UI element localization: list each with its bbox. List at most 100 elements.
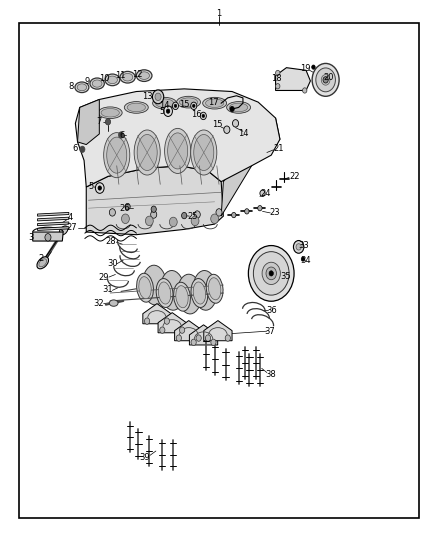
Circle shape — [224, 126, 230, 133]
Ellipse shape — [137, 273, 153, 302]
Text: 37: 37 — [265, 327, 276, 336]
Ellipse shape — [92, 80, 102, 87]
Text: 15: 15 — [212, 120, 223, 130]
Text: 19: 19 — [300, 64, 311, 72]
Circle shape — [98, 186, 102, 190]
Ellipse shape — [173, 282, 191, 311]
Text: 2: 2 — [39, 254, 44, 263]
Circle shape — [170, 217, 177, 227]
Ellipse shape — [226, 102, 251, 114]
Text: 27: 27 — [67, 223, 77, 232]
Circle shape — [303, 88, 307, 93]
Circle shape — [145, 318, 150, 324]
Polygon shape — [75, 89, 280, 187]
Circle shape — [106, 118, 111, 125]
Circle shape — [191, 102, 197, 110]
Text: 22: 22 — [289, 172, 300, 181]
Polygon shape — [38, 222, 69, 225]
Ellipse shape — [127, 103, 145, 112]
Circle shape — [245, 209, 249, 214]
Text: 24: 24 — [260, 189, 271, 198]
Ellipse shape — [37, 257, 49, 269]
Polygon shape — [38, 217, 69, 221]
Text: 10: 10 — [99, 74, 110, 83]
Circle shape — [225, 335, 230, 341]
Ellipse shape — [248, 246, 294, 301]
Text: 20: 20 — [324, 72, 334, 82]
Text: 31: 31 — [102, 285, 113, 294]
Circle shape — [233, 119, 239, 127]
Circle shape — [191, 216, 199, 225]
Text: 32: 32 — [94, 299, 104, 308]
Ellipse shape — [194, 134, 214, 171]
Ellipse shape — [120, 71, 135, 83]
Ellipse shape — [39, 259, 46, 267]
Circle shape — [80, 146, 85, 152]
Circle shape — [301, 257, 305, 261]
Text: 23: 23 — [269, 208, 280, 217]
Circle shape — [174, 104, 177, 108]
Text: 28: 28 — [106, 237, 117, 246]
Polygon shape — [221, 118, 280, 216]
Ellipse shape — [107, 76, 117, 84]
Ellipse shape — [152, 98, 177, 109]
Ellipse shape — [191, 279, 208, 308]
Polygon shape — [143, 304, 171, 324]
Circle shape — [216, 209, 222, 216]
Ellipse shape — [165, 128, 191, 173]
Ellipse shape — [205, 99, 224, 108]
Ellipse shape — [101, 109, 119, 117]
Circle shape — [200, 112, 206, 119]
Circle shape — [155, 93, 161, 101]
Circle shape — [173, 102, 179, 110]
Circle shape — [191, 339, 196, 345]
Text: 30: 30 — [107, 260, 118, 268]
Text: 18: 18 — [271, 74, 282, 83]
Circle shape — [164, 106, 173, 116]
Ellipse shape — [203, 98, 226, 109]
Polygon shape — [38, 227, 69, 230]
Ellipse shape — [316, 68, 336, 92]
Circle shape — [260, 190, 265, 197]
Ellipse shape — [156, 279, 173, 308]
Ellipse shape — [208, 278, 221, 300]
Ellipse shape — [321, 75, 330, 85]
Ellipse shape — [139, 277, 151, 299]
Text: 26: 26 — [119, 204, 130, 213]
Circle shape — [196, 335, 201, 341]
Circle shape — [312, 65, 315, 69]
Circle shape — [202, 114, 205, 117]
Ellipse shape — [193, 271, 217, 310]
Circle shape — [118, 132, 124, 138]
Polygon shape — [175, 320, 203, 341]
Polygon shape — [204, 320, 232, 341]
Circle shape — [182, 213, 187, 219]
Text: 5: 5 — [88, 182, 93, 191]
Text: 13: 13 — [142, 92, 152, 101]
Circle shape — [166, 109, 170, 114]
Text: 17: 17 — [208, 98, 219, 107]
Ellipse shape — [105, 74, 120, 86]
Ellipse shape — [230, 103, 248, 112]
Text: 5: 5 — [159, 107, 164, 116]
Circle shape — [151, 211, 157, 218]
Polygon shape — [189, 325, 218, 345]
Ellipse shape — [77, 84, 87, 91]
Ellipse shape — [177, 274, 201, 314]
Text: 25: 25 — [187, 212, 198, 221]
Ellipse shape — [137, 134, 157, 171]
Circle shape — [176, 335, 181, 341]
Text: 39: 39 — [140, 453, 150, 462]
Ellipse shape — [143, 265, 166, 305]
Polygon shape — [276, 68, 311, 91]
Ellipse shape — [123, 74, 133, 81]
Text: 3: 3 — [28, 233, 34, 242]
Circle shape — [211, 339, 216, 345]
Text: 1: 1 — [216, 9, 222, 18]
Ellipse shape — [176, 286, 188, 308]
Polygon shape — [86, 166, 223, 235]
Ellipse shape — [312, 63, 339, 96]
Circle shape — [164, 318, 170, 324]
Circle shape — [45, 233, 51, 241]
Text: 29: 29 — [99, 272, 109, 281]
